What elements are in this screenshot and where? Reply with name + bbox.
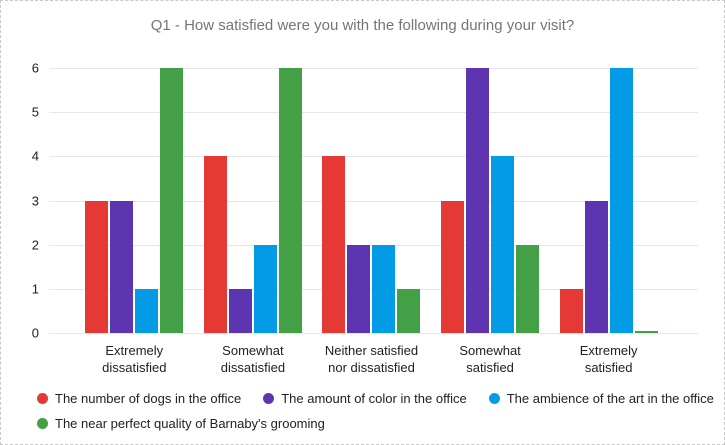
chart-title: Q1 - How satisfied were you with the fol… [150,17,575,34]
bar-series-1-category-4[interactable] [441,200,465,333]
bar-series-1-category-5[interactable] [559,288,583,333]
legend-item: The near perfect quality of Barnaby's gr… [37,416,325,431]
x-axis-label-text: Extremely satisfied [579,343,638,375]
legend-row-2: The near perfect quality of Barnaby's gr… [37,416,709,431]
bar-group-2 [194,68,313,333]
legend-item: The amount of color in the office [263,391,467,406]
x-axis-label-text: Somewhat satisfied [459,343,521,375]
bar-series-1-category-1[interactable] [85,200,109,333]
x-axis-label-1: Extremely dissatisfied [75,343,194,377]
gridline-3 [49,200,698,202]
bar-series-3-category-5[interactable] [609,68,633,333]
legend-color-dot-icon [37,418,48,429]
legend-color-dot-icon [263,393,275,404]
y-axis-tick-1: 1 [31,281,39,297]
bar-group-4 [431,68,550,333]
bar-groups [75,68,668,333]
bar-series-2-category-3[interactable] [347,244,371,333]
bar-series-2-category-4[interactable] [466,68,490,333]
legend-color-dot-icon [488,393,500,404]
plot-area: 0 1 2 3 4 5 6 Extremely dissatisfied Somewhat d… [32,61,698,375]
legend-item-label: The ambience of the art in the office [506,391,714,406]
gridline-0 [49,333,698,334]
legend: The number of dogs in the office The amou… [37,391,714,431]
legend-color-dot-icon [37,393,48,404]
bar-group-5 [549,68,668,333]
gridline-5 [49,112,698,114]
x-axis-label-3: Neither satisfied nor dissatisfied [312,343,431,377]
x-axis-label-text: Extremely dissatisfied [102,343,167,375]
x-axis-label-5: Extremely satisfied [549,343,668,377]
y-axis-tick-4: 4 [31,148,39,164]
legend-row-1: The number of dogs in the office The amou… [37,391,714,406]
x-axis-labels: Extremely dissatisfied Somewhat dissatisf… [75,343,668,377]
bar-series-4-category-5[interactable] [634,331,658,333]
x-axis-label-text: Neither satisfied nor dissatisfied [324,343,419,375]
bar-series-2-category-2[interactable] [228,288,252,333]
bar-series-3-category-1[interactable] [135,288,159,333]
legend-item: The number of dogs in the office [37,391,241,406]
bar-series-2-category-1[interactable] [110,200,134,333]
bar-series-1-category-2[interactable] [203,156,227,333]
bar-series-1-category-3[interactable] [322,156,346,333]
legend-item-label: The amount of color in the office [281,391,467,406]
bar-series-2-category-5[interactable] [584,200,608,333]
x-axis-label-text: Somewhat dissatisfied [220,343,286,375]
y-axis-tick-5: 5 [31,104,39,120]
bar-series-4-category-3[interactable] [397,288,421,333]
x-axis-label-4: Somewhat satisfied [431,343,550,377]
bar-series-4-category-4[interactable] [516,244,540,333]
x-axis-label-2: Somewhat dissatisfied [194,343,313,377]
bar-series-3-category-3[interactable] [372,244,396,333]
bar-series-4-category-2[interactable] [278,68,302,333]
y-axis-tick-2: 2 [31,237,39,253]
y-axis-tick-6: 6 [31,60,39,76]
legend-item-label: The number of dogs in the office [55,391,242,406]
bar-series-3-category-4[interactable] [491,156,515,333]
bar-series-3-category-2[interactable] [253,244,277,333]
bar-group-3 [312,68,431,333]
legend-item-label: The near perfect quality of Barnaby's gr… [55,416,325,431]
y-axis-tick-3: 3 [31,193,39,208]
bar-group-1 [75,68,194,333]
bar-series-4-category-1[interactable] [160,68,184,333]
gridline-6 [49,68,698,69]
legend-item: The ambience of the art in the office [488,391,714,406]
y-axis-tick-0: 0 [31,325,39,341]
gridline-4 [49,156,698,158]
